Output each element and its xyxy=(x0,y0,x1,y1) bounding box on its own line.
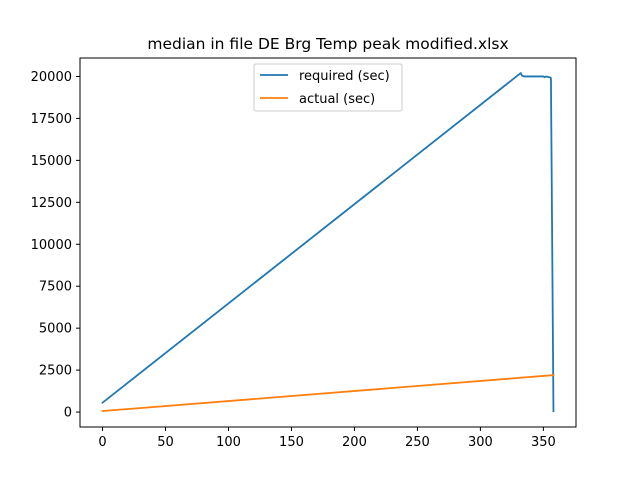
x-tick-label: 200 xyxy=(342,435,367,450)
y-tick-label: 5000 xyxy=(39,322,72,337)
y-tick-label: 12500 xyxy=(31,196,72,211)
series-layer xyxy=(101,72,555,413)
y-tick-label: 15000 xyxy=(31,154,72,169)
x-tick-label: 50 xyxy=(157,435,174,450)
x-tick-label: 150 xyxy=(279,435,304,450)
plot-area: 0 50 100 150 200 250 300 350 0 2500 5000 7500 10000… xyxy=(31,57,577,450)
y-tick-label: 20000 xyxy=(31,70,72,85)
x-axis: 0 50 100 150 200 250 300 350 xyxy=(98,427,556,450)
x-tick-label: 300 xyxy=(468,435,493,450)
y-tick-label: 2500 xyxy=(39,364,72,379)
y-tick-label: 7500 xyxy=(39,280,72,295)
x-tick-label: 350 xyxy=(531,435,556,450)
legend-box xyxy=(253,63,403,112)
x-tick-label: 100 xyxy=(216,435,241,450)
x-tick-label: 250 xyxy=(405,435,430,450)
y-tick-label: 17500 xyxy=(31,112,72,127)
chart-title: median in file DE Brg Temp peak modified… xyxy=(147,35,508,53)
legend: required (sec) actual (sec) xyxy=(253,63,403,112)
axes-frame xyxy=(79,57,577,428)
y-tick-label: 0 xyxy=(64,406,72,421)
series-line-1 xyxy=(101,374,555,413)
axes-spines xyxy=(79,57,577,428)
x-tick-label: 0 xyxy=(98,435,106,450)
legend-label-actual: actual (sec) xyxy=(299,92,375,107)
legend-label-required: required (sec) xyxy=(299,69,390,84)
y-tick-label: 10000 xyxy=(31,238,72,253)
y-axis: 0 2500 5000 7500 10000 12500 15000 17500 20000 xyxy=(31,70,80,421)
series-line-0 xyxy=(101,72,555,413)
